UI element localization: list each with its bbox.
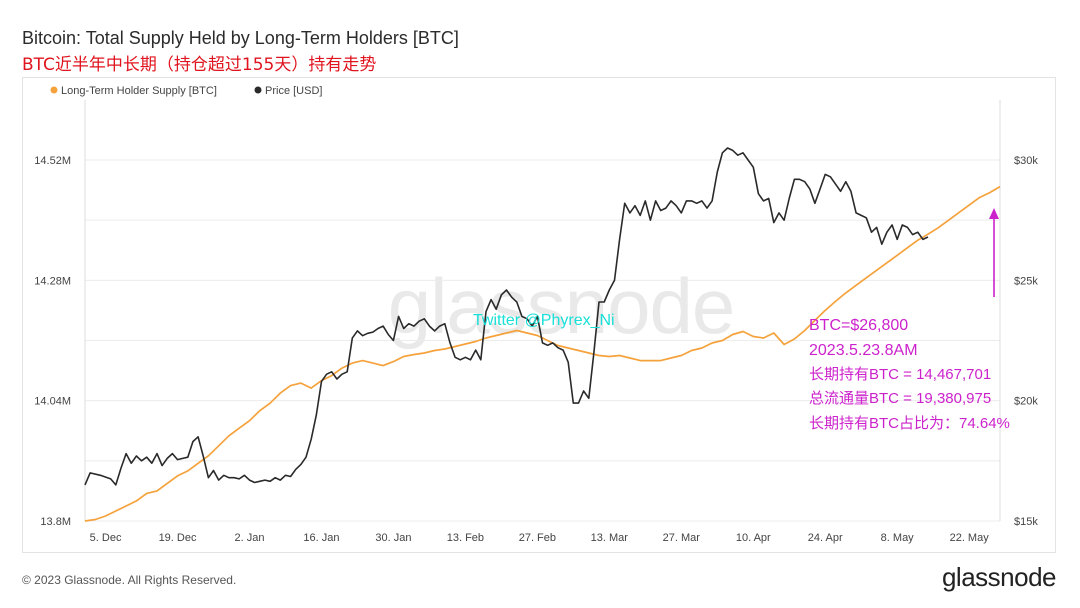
x-tick-label: 8. May bbox=[881, 532, 915, 544]
x-tick-label: 27. Mar bbox=[663, 532, 701, 544]
x-tick-label: 2. Jan bbox=[235, 532, 265, 544]
chart-panel: Long-Term Holder Supply [BTC] Price [USD… bbox=[22, 77, 1056, 553]
x-tick-label: 10. Apr bbox=[736, 532, 771, 544]
page-subtitle: BTC近半年中长期（持仓超过155天）持有走势 bbox=[22, 55, 377, 75]
annotation-block: BTC=$26,800 2023.5.23.8AM 长期持有BTC = 14,4… bbox=[809, 317, 1010, 432]
annotation-circulating-supply: 总流通量BTC = 19,380,975 bbox=[809, 390, 991, 407]
left-tick-label: 14.28M bbox=[34, 275, 71, 287]
series-line-price bbox=[84, 147, 929, 486]
x-tick-label: 22. May bbox=[950, 532, 990, 544]
legend-price-dot bbox=[254, 86, 262, 94]
series-layer bbox=[84, 147, 1001, 522]
x-tick-label: 19. Dec bbox=[159, 532, 197, 544]
annotation-price: BTC=$26,800 bbox=[809, 317, 908, 334]
axis-layer: 14.52M 14.28M 14.04M 13.8M $30k $25k $20k $15k 5… bbox=[34, 100, 1038, 544]
x-tick-label: 5. Dec bbox=[90, 532, 122, 544]
annotation-timestamp: 2023.5.23.8AM bbox=[809, 342, 918, 359]
legend: Long-Term Holder Supply [BTC] Price [USD… bbox=[50, 85, 322, 97]
chart-svg: Long-Term Holder Supply [BTC] Price [USD… bbox=[34, 85, 1038, 544]
legend-supply-dot bbox=[50, 86, 58, 94]
x-tick-label: 27. Feb bbox=[519, 532, 556, 544]
left-tick-label: 14.04M bbox=[34, 396, 71, 408]
legend-supply-label: Long-Term Holder Supply [BTC] bbox=[61, 85, 217, 97]
watermark: glassnode bbox=[388, 262, 735, 350]
brand-logo: glassnode bbox=[941, 562, 1057, 592]
left-tick-label: 14.52M bbox=[34, 155, 71, 167]
annotation-arrow bbox=[989, 208, 999, 297]
right-tick-label: $15k bbox=[1014, 516, 1038, 528]
x-tick-label: 16. Jan bbox=[303, 532, 339, 544]
x-tick-label: 24. Apr bbox=[808, 532, 843, 544]
x-tick-label: 30. Jan bbox=[375, 532, 411, 544]
twitter-tag: Twitter @Phyrex_Ni bbox=[473, 312, 615, 329]
x-tick-label: 13. Mar bbox=[591, 532, 629, 544]
right-tick-label: $25k bbox=[1014, 275, 1038, 287]
copyright-footer: © 2023 Glassnode. All Rights Reserved. bbox=[22, 573, 237, 587]
annotation-lth-ratio: 长期持有BTC占比为：74.64% bbox=[809, 415, 1010, 432]
series-line-lth-supply bbox=[84, 185, 1001, 522]
legend-price-label: Price [USD] bbox=[265, 85, 322, 97]
page-title: Bitcoin: Total Supply Held by Long-Term … bbox=[22, 28, 459, 48]
x-tick-label: 13. Feb bbox=[447, 532, 484, 544]
annotation-lth-supply: 长期持有BTC = 14,467,701 bbox=[809, 366, 991, 383]
left-tick-label: 13.8M bbox=[40, 516, 71, 528]
right-tick-label: $30k bbox=[1014, 155, 1038, 167]
right-tick-label: $20k bbox=[1014, 396, 1038, 408]
arrow-head bbox=[989, 208, 999, 219]
